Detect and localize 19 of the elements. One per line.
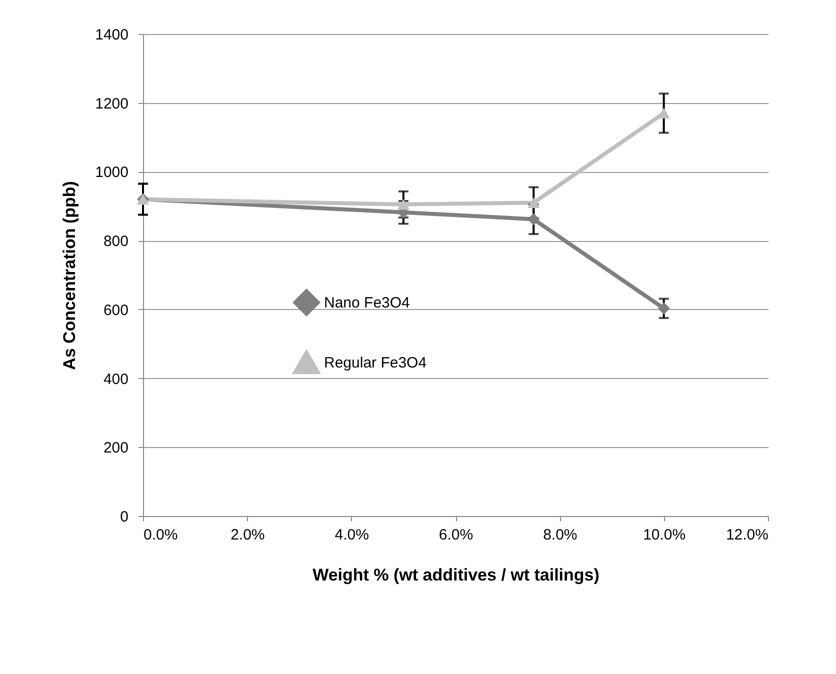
x-tick-label: 10.0% [643,526,686,544]
x-tick-label: 8.0% [543,526,578,544]
x-tick-label: 0.0% [144,526,178,544]
x-tick-label: 4.0% [334,526,369,544]
y-tick-label: 600 [103,302,128,319]
y-tick-label: 200 [103,440,128,457]
y-tick-label: 400 [103,370,128,388]
x-tick-label: 12.0% [726,526,768,544]
legend-label: Regular Fe3O4 [324,354,427,372]
y-tick-label: 1400 [95,26,128,44]
y-tick-label: 800 [103,233,128,250]
y-tick-label: 1200 [95,95,128,112]
y-tick-label: 1000 [95,164,128,182]
y-axis-title: As Concentration (ppb) [60,181,80,370]
x-tick-label: 2.0% [230,526,265,544]
x-axis-title: Weight % (wt additives / wt tailings) [312,566,600,584]
legend-label: Nano Fe3O4 [324,294,410,312]
y-tick-label: 0 [120,508,128,526]
x-tick-label: 6.0% [438,526,474,544]
